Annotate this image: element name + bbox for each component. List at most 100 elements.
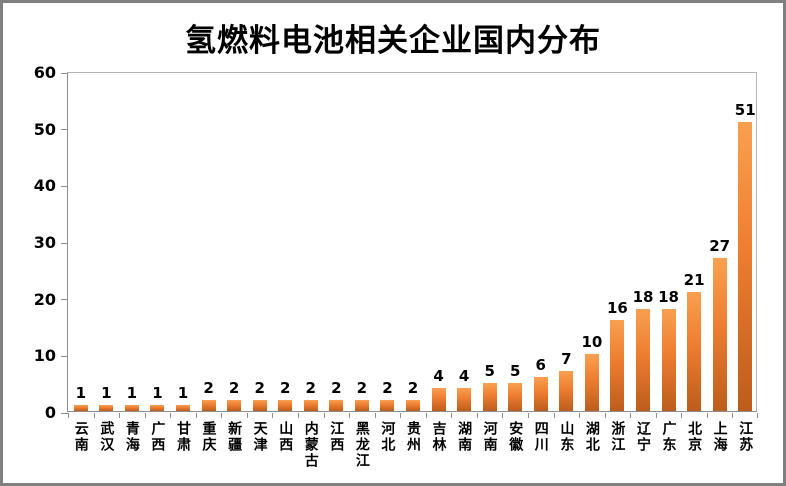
bar-value-label: 1 [75, 384, 86, 403]
x-axis-label: 河北 [379, 421, 396, 453]
bar [661, 309, 676, 411]
bar [227, 399, 242, 411]
bar [559, 371, 574, 411]
x-tick [272, 413, 273, 418]
bar [124, 405, 139, 411]
bar-value-label: 2 [356, 378, 368, 397]
x-tick [630, 413, 631, 418]
y-tick [61, 185, 68, 187]
x-tick [94, 413, 95, 418]
bar [329, 399, 344, 411]
y-tick [61, 72, 68, 74]
chart-title: 氢燃料电池相关企业国内分布 [185, 23, 601, 59]
x-axis-label: 北京 [686, 421, 703, 453]
x-axis-label: 吉林 [430, 421, 447, 453]
x-tick [477, 413, 478, 418]
bar-value-label: 2 [228, 378, 240, 397]
x-tick [375, 413, 376, 418]
y-axis-label: 40 [33, 176, 56, 196]
x-axis-label: 新疆 [226, 421, 243, 453]
y-tick [61, 355, 68, 357]
bar-value-label: 7 [561, 350, 572, 369]
bar [636, 309, 650, 411]
bar-value-label: 2 [407, 378, 419, 397]
bar [380, 399, 395, 411]
bar-value-label: 1 [101, 384, 112, 403]
bar [508, 382, 523, 411]
bar-value-label: 27 [709, 237, 731, 255]
y-axis-label: 50 [33, 119, 56, 139]
y-axis-label: 30 [33, 233, 56, 252]
y-axis-label: 10 [33, 346, 56, 366]
bar-value-label: 1 [152, 384, 163, 403]
y-axis-label: 0 [44, 403, 56, 422]
x-tick [681, 413, 682, 418]
bar-value-label: 4 [458, 367, 470, 386]
x-tick [221, 413, 222, 418]
bar-value-label: 10 [581, 333, 603, 352]
bar-value-label: 2 [254, 378, 265, 397]
bar [150, 405, 165, 411]
bar-value-label: 51 [734, 101, 756, 119]
x-tick [170, 413, 171, 418]
y-tick [61, 129, 68, 131]
x-tick [426, 413, 427, 418]
bar-value-label: 5 [484, 361, 495, 380]
x-tick [605, 413, 606, 418]
bar-value-label: 2 [331, 378, 342, 397]
bar [457, 388, 472, 411]
x-tick [732, 413, 733, 418]
x-axis-label: 安徽 [507, 421, 524, 453]
x-tick [196, 413, 197, 418]
x-tick [119, 413, 120, 418]
bar [176, 405, 190, 411]
bar [431, 388, 446, 411]
x-tick [349, 413, 350, 418]
bar-value-label: 2 [280, 378, 291, 397]
bar [201, 399, 216, 411]
bar [73, 405, 88, 411]
x-axis-label: 重庆 [200, 421, 217, 453]
x-tick [298, 413, 299, 418]
x-tick [707, 413, 708, 418]
bar [610, 320, 625, 411]
x-tick [145, 413, 146, 418]
x-axis-label: 天津 [251, 421, 268, 453]
x-axis-label: 湖南 [456, 421, 473, 453]
bar [99, 405, 114, 411]
x-axis-label: 浙江 [609, 421, 626, 453]
bar-value-label: 21 [683, 271, 705, 289]
y-tick [61, 299, 68, 301]
x-axis-label: 云南 [72, 421, 89, 453]
x-axis-label: 广西 [149, 421, 166, 453]
x-tick [656, 413, 657, 418]
bar-value-label: 2 [203, 378, 214, 397]
bar-value-label: 18 [632, 288, 654, 306]
bar [712, 258, 727, 411]
bar [303, 399, 318, 411]
bar [584, 354, 599, 411]
bar-value-label: 4 [433, 367, 444, 386]
bar-value-label: 16 [607, 299, 628, 318]
x-axis-label: 上海 [711, 421, 728, 453]
x-axis-label: 四川 [532, 421, 549, 453]
bar-value-label: 1 [126, 384, 138, 403]
x-tick [68, 413, 69, 418]
x-tick [554, 413, 555, 418]
x-axis-label: 青海 [123, 421, 140, 453]
bar [278, 399, 293, 411]
x-axis-label: 贵州 [404, 421, 421, 453]
y-axis-label: 60 [33, 63, 56, 82]
bar [482, 382, 497, 411]
plot-area: 0 10 20 30 40 50 60 1 云南 1 武汉 1 青海 1 广西 1 甘肃 2 重庆 2 新疆 2 天津 2 山西… [34, 64, 758, 469]
x-tick [247, 413, 248, 418]
y-axis-label: 20 [33, 289, 56, 309]
y-tick [61, 412, 68, 414]
x-tick [502, 413, 503, 418]
bar-value-label: 5 [510, 361, 521, 380]
x-tick [528, 413, 529, 418]
x-axis-label: 湖北 [583, 421, 600, 453]
bar-value-label: 2 [305, 378, 316, 397]
x-axis-label: 甘肃 [174, 421, 191, 453]
